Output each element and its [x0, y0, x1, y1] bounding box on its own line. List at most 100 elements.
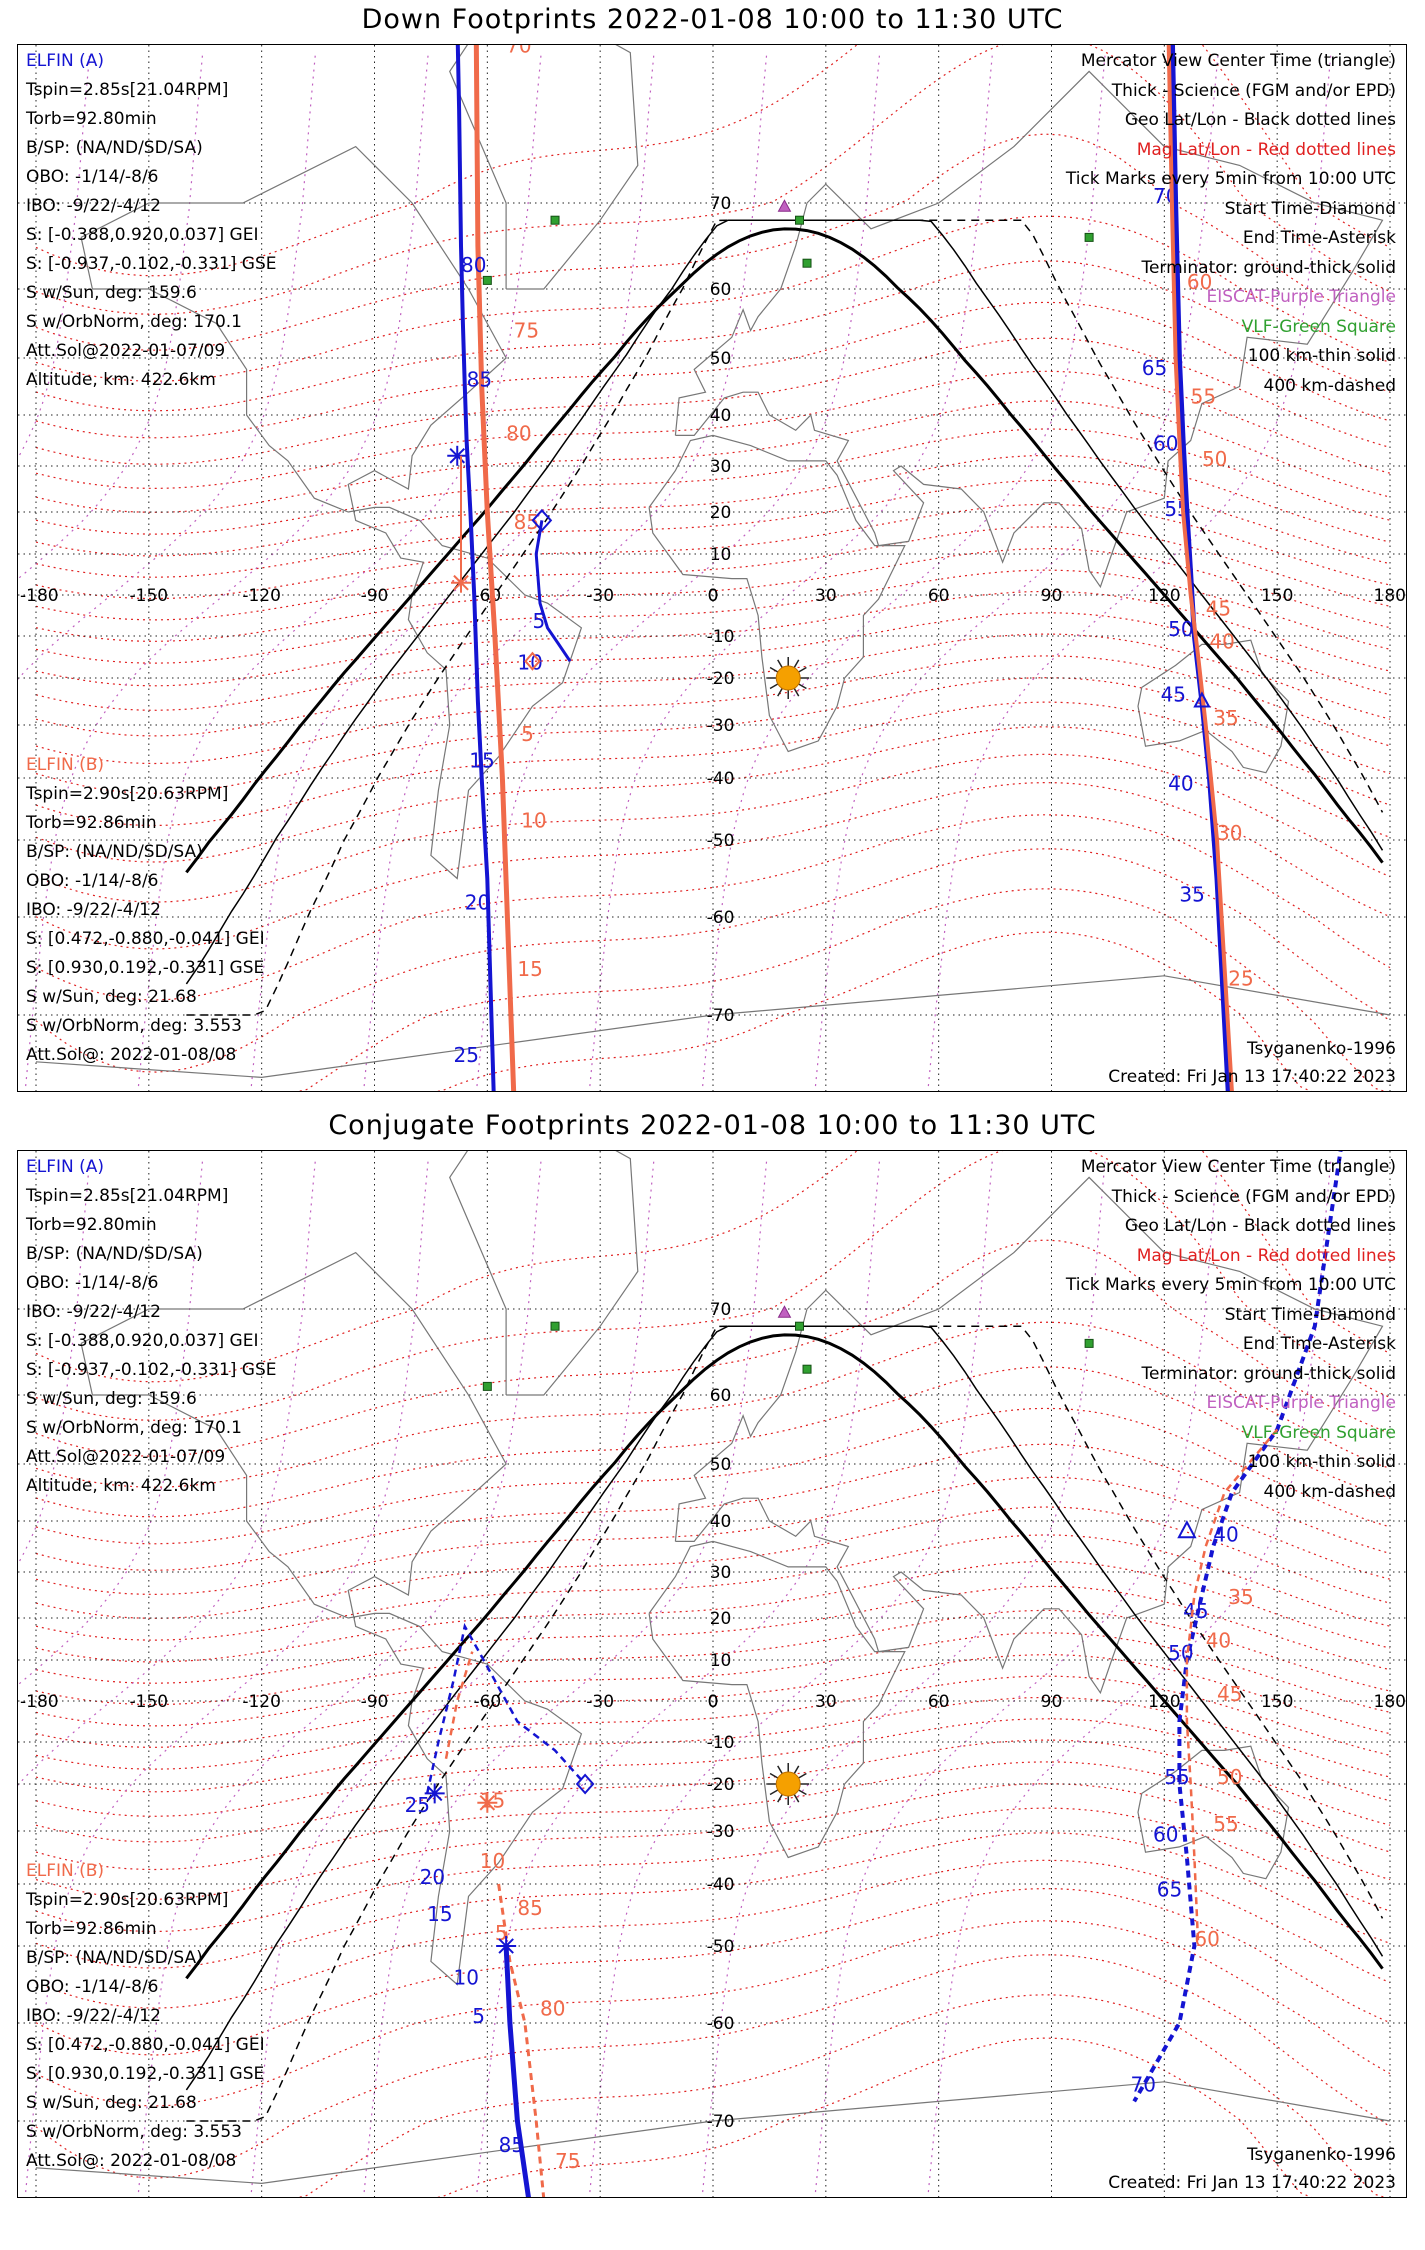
legend-item: Mercator View Center Time (triangle): [1080, 1157, 1396, 1177]
lon-tick-label: 180: [1374, 1692, 1406, 1712]
legend-item: Geo Lat/Lon - Black dotted lines: [1124, 110, 1396, 130]
vlf-square-icon: [550, 215, 560, 225]
lon-tick-label: 60: [928, 586, 950, 606]
legend-item: 100 km-thin solid: [1247, 346, 1396, 366]
elfin-a-line: Altitude, km: 422.6km: [26, 370, 216, 390]
elfin-b-track: [497, 1883, 546, 2197]
legend: Mercator View Center Time (triangle) Thi…: [1066, 47, 1396, 401]
elfin-b-title: ELFIN (B): [26, 755, 105, 775]
track-time-label: 85: [467, 368, 492, 392]
legend-item: Terminator: ground-thick solid: [1141, 257, 1396, 278]
panel-conj: -180 -150 -120 -90 -60 -30 0 30 60 90 120 150 180 70 6…: [17, 1150, 1407, 2198]
track-time-label: 85: [499, 2133, 524, 2157]
mag-lat-line: [35, 1954, 1391, 2179]
elfin-b-line: S: [0.930,0.192,-0.331] GSE: [26, 2064, 265, 2084]
mag-lat-line: [35, 1920, 1391, 2107]
track-time-label: 55: [1191, 385, 1216, 409]
mag-lon-line: [363, 52, 768, 1091]
lat-tick-label: -50: [707, 831, 735, 851]
track-time-label: 5: [532, 609, 545, 633]
track-time-label: 35: [1228, 1585, 1253, 1609]
lat-tick-label: 60: [710, 1386, 732, 1406]
track-time-label: 40: [1206, 1628, 1231, 1652]
track-time-label: 30: [1217, 821, 1242, 845]
mag-lat-line: [35, 1783, 1391, 1900]
elfin-b-line: Att.Sol@: 2022-01-08/08: [26, 1045, 237, 1065]
track-time-label: 45: [1217, 1682, 1242, 1706]
terminator-ground: [185, 227, 1384, 874]
mag-lat-line: [35, 633, 1391, 737]
mag-lat-line: [35, 814, 1391, 1001]
elfin-a-line: S w/OrbNorm, deg: 170.1: [26, 1418, 243, 1438]
track-time-label: 35: [1179, 883, 1204, 907]
elfin-a-track: [425, 1622, 587, 1794]
elfin-a-line: Altitude, km: 422.6km: [26, 1476, 216, 1496]
start-diamond-icon: [575, 1773, 595, 1795]
track-time-label: 45: [1161, 683, 1186, 707]
coastline: [648, 434, 906, 753]
end-asterisk-icon: [424, 1783, 445, 1804]
lon-tick-label: -90: [361, 1692, 389, 1712]
mag-lat-line: [35, 1321, 1391, 1488]
elfin-b-track: [1185, 1428, 1279, 1947]
terminator-100km: [185, 1325, 1384, 2091]
lat-tick-label: 50: [710, 1455, 732, 1475]
elfin-b-line: Tspin=2.90s[20.63RPM]: [26, 784, 229, 804]
panel-down: -180 -150 -120 -90 -60 -30 0 30 60 90 120 150 180 70 6…: [17, 44, 1407, 1092]
lon-tick-label: -60: [473, 1692, 501, 1712]
lon-tick-label: -60: [473, 586, 501, 606]
track-time-label: 40: [1209, 630, 1234, 654]
lat-tick-label: 40: [710, 1512, 732, 1532]
coastline: [35, 975, 1391, 1079]
elfin-b-line: IBO: -9/22/-4/12: [26, 2006, 161, 2026]
lat-tick-label: -60: [707, 908, 735, 928]
panel-conj-title: Conjugate Footprints 2022-01-08 10:00 to…: [328, 1110, 1097, 1141]
mag-lon-line: [250, 52, 655, 1091]
elfin-b-line: S: [0.930,0.192,-0.331] GSE: [26, 958, 265, 978]
vlf-square-icon: [795, 215, 805, 225]
coastline: [80, 1251, 583, 1986]
lat-tick-label: 0: [708, 1692, 719, 1712]
track-time-label: 40: [1168, 771, 1193, 795]
axis-labels: -180 -150 -120 -90 -60 -30 0 30 60 90 120 150 180 70 6…: [20, 1300, 1406, 2132]
mag-lat-line: [35, 753, 1391, 903]
elfin-b-line: OBO: -1/14/-8/6: [26, 1977, 159, 1997]
footer-model: Tsyganenko-1996: [1246, 1039, 1396, 1059]
sun-icon: [767, 657, 810, 699]
legend-item: Start Time-Diamond: [1224, 198, 1396, 219]
terminator: [185, 219, 1384, 1016]
elfin-b-track: [444, 1651, 474, 1760]
lat-tick-label: -40: [707, 1875, 735, 1895]
lat-tick-label: -10: [707, 1733, 735, 1753]
legend: Mercator View Center Time (triangle) Thi…: [1066, 1153, 1396, 1507]
footer-created: Created: Fri Jan 13 17:40:22 2023: [1108, 2173, 1396, 2193]
legend-item: EISCAT-Purple Triangle: [1206, 1393, 1396, 1413]
elfin-a-line: S: [-0.937,-0.102,-0.331] GSE: [26, 254, 277, 274]
legend-item: VLF-Green Square: [1241, 316, 1396, 337]
track-time-label: 10: [453, 1966, 478, 1990]
mag-lat-line: [35, 701, 1391, 827]
elfin-a-info: ELFIN (A) Tspin=2.85s[21.04RPM] Torb=92.…: [26, 1153, 277, 1501]
legend-item: Mag Lat/Lon - Red dotted lines: [1136, 1245, 1396, 1266]
legend-item: Start Time-Diamond: [1224, 1304, 1396, 1325]
track-time-label: 40: [1213, 1522, 1238, 1546]
elfin-b-line: S w/Sun, deg: 21.68: [26, 987, 197, 1007]
mag-lon-line: [588, 52, 994, 1091]
track-time-label: 70: [506, 45, 531, 58]
vlf-square-icon: [1084, 232, 1094, 242]
elfin-a-line: Att.Sol@2022-01-07/09: [26, 341, 226, 361]
track-time-label: 25: [405, 1793, 430, 1817]
lon-tick-label: -90: [361, 586, 389, 606]
track-time-label: 75: [555, 2149, 580, 2173]
lon-tick-label: 90: [1041, 586, 1063, 606]
elfin-a-title: ELFIN (A): [26, 51, 105, 71]
center-triangle-icon: [1193, 691, 1211, 708]
track-time-label: 25: [1228, 967, 1253, 991]
lat-tick-label: -40: [707, 769, 735, 789]
legend-item: Geo Lat/Lon - Black dotted lines: [1124, 1216, 1396, 1236]
track-time-label: 80: [506, 422, 531, 446]
conj-map: -180 -150 -120 -90 -60 -30 0 30 60 90 120 150 180 70 6…: [18, 1151, 1406, 2197]
elfin-a-track: [503, 1945, 531, 2197]
start-diamond-icon: [524, 651, 541, 671]
track-time-label: 80: [540, 1996, 565, 2020]
